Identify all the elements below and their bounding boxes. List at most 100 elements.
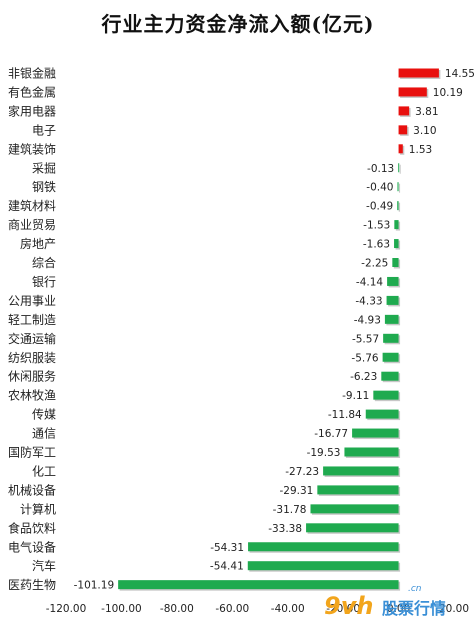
category-label: 通信 [32,427,56,441]
value-label: 1.53 [409,144,432,156]
value-label: -16.77 [314,428,348,440]
value-label: -0.13 [367,163,394,175]
bar [397,201,399,211]
category-label: 计算机 [20,501,56,516]
value-label: -27.23 [285,466,319,478]
category-label: 房地产 [20,236,56,251]
value-label: -6.23 [350,371,377,383]
value-label: 14.55 [445,68,475,80]
category-label: 有色金属 [8,84,56,99]
bar [398,106,410,116]
x-tick-label: -80.00 [160,603,194,615]
value-label: -9.11 [342,390,369,402]
bar [392,258,399,267]
value-label: -54.31 [210,542,244,554]
value-label: -33.38 [268,523,302,535]
bar [317,485,399,495]
bar-shadow [398,202,401,212]
bar [373,390,399,400]
bar [398,68,439,78]
value-label: -4.33 [355,295,382,307]
category-label: 钢铁 [32,180,56,194]
value-label: -0.40 [366,182,393,194]
value-labels-group: 14.55 10.19 3.81 3.10 1.53 -0.13 -0.40 -0.49 -1.… [74,68,475,592]
bars-group [118,68,441,591]
watermark-domain: .cn [408,584,422,594]
category-label: 电气设备 [8,539,56,554]
value-label: -29.31 [279,485,313,497]
category-label: 轻工制造 [8,313,56,327]
bar [381,371,399,381]
category-label: 电子 [32,123,56,137]
bar [398,87,427,97]
value-label: -4.93 [354,314,381,326]
x-tick-label: -120.00 [46,603,87,615]
x-tick-label: 0.00 [387,603,410,615]
bar [383,333,399,343]
category-labels-group: 非银金融有色金属家用电器电子建筑装饰采掘钢铁建筑材料商业贸易房地产综合银行公用事… [8,66,56,593]
category-label: 商业贸易 [8,217,56,232]
bar [310,504,399,514]
value-label: -1.63 [363,239,390,251]
bar [382,352,399,362]
watermark-name: 股票行情 [382,599,446,618]
value-label: -11.84 [328,409,362,421]
value-label: -101.19 [74,580,115,592]
category-label: 建筑材料 [8,198,56,213]
value-label: -31.78 [273,504,307,516]
chart-title: 行业主力资金净流入额(亿元) [101,12,375,36]
category-label: 非银金融 [8,66,56,81]
value-label: -4.14 [356,276,383,288]
bar [323,466,399,476]
watermark-logo: 9vh .cn 股票行情 [324,584,446,620]
category-label: 机械设备 [8,482,56,497]
bar [384,314,399,324]
bar [398,144,403,154]
bar-shadow [398,183,401,193]
x-tick-label: -60.00 [215,603,249,615]
category-label: 传媒 [32,407,56,422]
value-label: -1.53 [363,220,390,232]
bar [306,523,399,533]
value-label: 3.10 [413,125,436,137]
category-label: 医药生物 [8,578,56,592]
category-label: 建筑装饰 [8,141,56,156]
category-label: 汽车 [32,558,56,573]
bar [397,182,399,192]
bar [398,125,408,135]
bar [386,295,399,305]
category-label: 化工 [32,464,56,478]
bar [344,447,399,457]
value-label: 3.81 [415,106,438,118]
category-label: 交通运输 [8,331,56,346]
bar [394,239,399,249]
x-tick-label: 20.00 [439,603,469,615]
value-label: 10.19 [433,87,463,99]
bar [248,542,399,552]
value-label: -5.57 [352,333,379,345]
category-label: 综合 [32,255,56,270]
x-tick-label: -20.00 [326,603,360,615]
watermark-logo-text: 9vh [324,592,373,620]
category-label: 休闲服务 [8,369,56,384]
bar [352,428,399,438]
category-label: 食品饮料 [8,520,56,535]
bar [118,580,399,590]
category-label: 家用电器 [8,103,56,118]
value-label: -54.41 [210,561,244,573]
category-label: 国防军工 [8,445,56,460]
value-label: -2.25 [361,258,388,270]
bar [365,409,399,419]
category-label: 纺织服装 [8,351,56,365]
value-label: -5.76 [351,352,378,364]
category-label: 银行 [32,275,56,289]
bar [398,163,400,173]
bar-shadow [399,164,401,174]
category-label: 公用事业 [8,294,56,308]
x-axis-ticks-group: -120.00 -100.00 -80.00 -60.00 -40.00 -20.00 0.… [46,603,469,615]
category-label: 采掘 [32,160,56,175]
bar [247,561,399,571]
x-tick-label: -40.00 [271,603,305,615]
value-label: -0.49 [366,201,393,213]
